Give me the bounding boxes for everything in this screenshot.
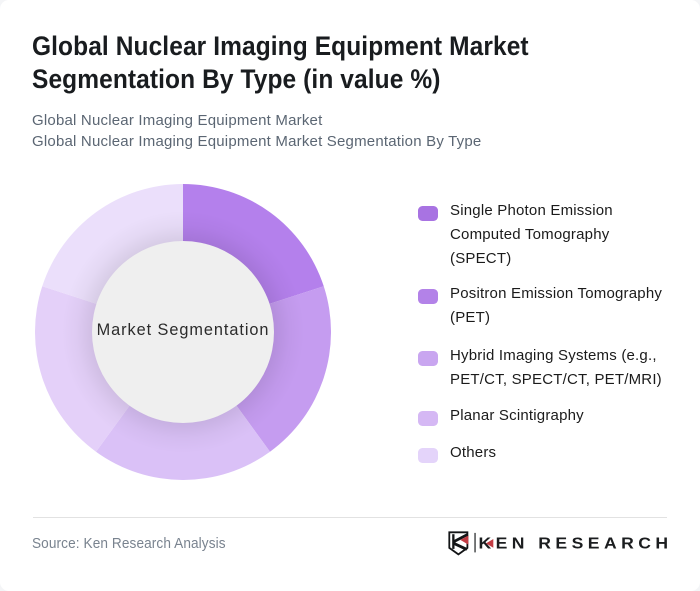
svg-text:KEN RESEARCH: KEN RESEARCH (479, 536, 672, 553)
